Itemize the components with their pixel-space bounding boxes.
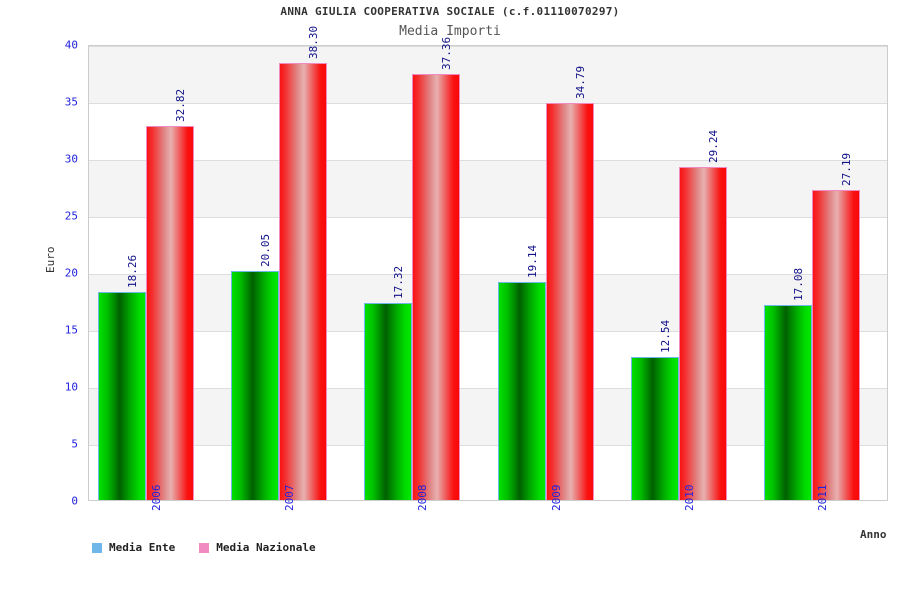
x-tick-label-2011: 2011: [816, 484, 830, 512]
bar-media-ente-2006[interactable]: [97, 291, 146, 500]
plot-area: [88, 45, 888, 501]
chart-subtitle: Media Importi: [399, 24, 501, 39]
bar-media-nazionale-2011[interactable]: [812, 190, 861, 500]
bar-value-label: 17.08: [792, 268, 806, 302]
bar-media-ente-2009[interactable]: [497, 281, 546, 500]
bar-media-nazionale-2010[interactable]: [679, 166, 727, 500]
bar-media-nazionale-2008[interactable]: [412, 74, 461, 500]
gridline: [89, 274, 887, 275]
y-tick-label: 5: [71, 437, 78, 451]
bar-media-nazionale-2006[interactable]: [145, 125, 194, 500]
gridline: [89, 331, 887, 332]
bar-value-label: 34.79: [573, 66, 587, 100]
chart-title: ANNA GIULIA COOPERATIVA SOCIALE (c.f.011…: [280, 5, 620, 18]
x-axis-title: Anno: [860, 528, 887, 541]
x-tick-label-2010: 2010: [683, 484, 696, 512]
bar-value-label: 32.82: [173, 88, 187, 122]
legend-item-media-ente[interactable]: Media Ente: [92, 541, 175, 554]
y-tick-label: 10: [64, 380, 78, 394]
gridline: [89, 160, 887, 161]
bar-media-nazionale-2007[interactable]: [279, 63, 327, 500]
bar-media-ente-2011[interactable]: [764, 305, 813, 500]
legend-swatch-icon: [199, 542, 210, 553]
bar-value-label: 19.14: [525, 244, 539, 278]
background-band: [89, 274, 887, 331]
x-tick-label-2007: 2007: [283, 484, 296, 512]
gridline: [89, 217, 887, 218]
bar-value-label: 38.30: [307, 26, 320, 60]
y-tick-label: 15: [64, 323, 78, 337]
bar-media-ente-2008[interactable]: [364, 302, 413, 500]
bar-value-label: 20.05: [259, 234, 272, 268]
y-tick-label: 40: [64, 38, 78, 52]
bar-value-label: 29.24: [707, 129, 720, 163]
x-tick-label-2009: 2009: [549, 484, 563, 512]
bar-media-ente-2007[interactable]: [231, 271, 279, 500]
bar-media-nazionale-2009[interactable]: [545, 103, 594, 500]
chart-legend: Media Ente Media Nazionale: [92, 541, 316, 554]
x-tick-label-2006: 2006: [149, 484, 163, 512]
gridline: [89, 46, 887, 47]
background-band: [89, 46, 887, 103]
bar-value-label: 27.19: [840, 152, 854, 187]
bar-media-ente-2010[interactable]: [631, 357, 679, 500]
legend-label: Media Ente: [109, 541, 176, 554]
bar-value-label: 12.54: [659, 319, 672, 354]
background-band: [89, 160, 887, 217]
x-tick-label-2008: 2008: [416, 484, 430, 512]
background-band: [89, 388, 887, 445]
bar-value-label: 37.36: [440, 36, 454, 71]
y-tick-label: 20: [64, 266, 78, 280]
legend-swatch-icon: [92, 542, 102, 553]
bar-value-label: 17.32: [392, 265, 406, 299]
gridline: [89, 388, 887, 389]
gridline: [89, 103, 887, 104]
y-tick-label: 25: [64, 209, 78, 223]
legend-label: Media Nazionale: [216, 541, 316, 554]
bar-value-label: 18.26: [125, 254, 139, 288]
y-tick-label: 30: [64, 152, 78, 166]
legend-item-media-nazionale[interactable]: Media Nazionale: [199, 541, 316, 554]
gridline: [89, 445, 887, 446]
y-tick-label: 35: [64, 95, 78, 109]
y-tick-label: 0: [71, 494, 78, 508]
